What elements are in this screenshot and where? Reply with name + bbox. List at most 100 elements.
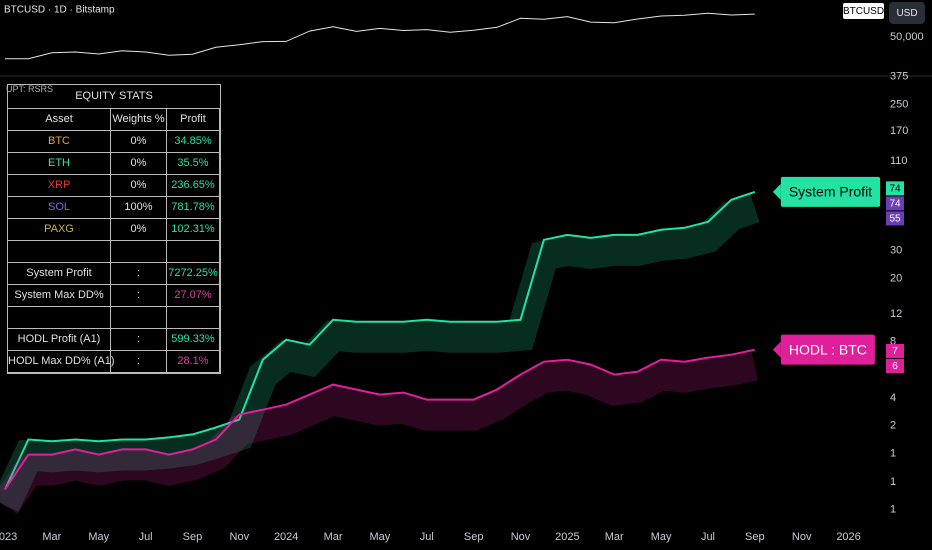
table-cell: : <box>111 263 167 285</box>
y-tick-label: 2 <box>890 420 896 432</box>
x-tick-label: 2023 <box>0 531 17 543</box>
equity-glow <box>0 351 758 514</box>
table-cell: 0% <box>111 131 167 153</box>
y-tick-label: 170 <box>890 125 908 137</box>
column-header: Profit <box>167 109 220 131</box>
table-cell: 0% <box>111 175 167 197</box>
table-cell: SOL <box>8 197 111 219</box>
x-tick-label: Jul <box>420 531 434 543</box>
x-tick-label: Sep <box>183 531 203 543</box>
table-cell: BTC <box>8 131 111 153</box>
table-cell: XRP <box>8 175 111 197</box>
x-tick-label: Sep <box>745 531 765 543</box>
symbol-badge-bg <box>843 3 884 19</box>
column-header: Asset <box>8 109 111 131</box>
table-cell: 34.85% <box>167 131 220 153</box>
y-tick-label: 1 <box>890 448 896 460</box>
blank-cell <box>8 307 111 329</box>
x-tick-label: May <box>651 531 672 543</box>
y-tick-label: 4 <box>890 392 896 404</box>
blank-cell <box>111 307 167 329</box>
y-tick-label: 50,000 <box>890 31 924 43</box>
column-header: Weights % <box>111 109 167 131</box>
x-tick-label: May <box>370 531 391 543</box>
table-cell: HODL Max DD% (A1) <box>8 351 115 373</box>
y-tick-label: 250 <box>890 98 908 110</box>
axis-badge-label: 74 <box>889 199 901 210</box>
table-title: EQUITY STATS <box>8 85 220 109</box>
x-tick-label: 2026 <box>836 531 860 543</box>
table-cell: 599.33% <box>167 329 220 351</box>
label-pointer <box>772 341 781 358</box>
x-tick-label: Mar <box>42 531 61 543</box>
table-cell: 100% <box>111 197 167 219</box>
x-tick-label: Nov <box>792 531 812 543</box>
table-cell: System Profit <box>8 263 111 285</box>
label-box <box>780 334 875 365</box>
x-tick-label: Jul <box>701 531 715 543</box>
y-tick-label: 30 <box>890 245 902 257</box>
x-tick-label: Mar <box>605 531 624 543</box>
equity-glow <box>0 193 760 512</box>
blank-cell <box>167 241 220 263</box>
axis-badge-label: 74 <box>889 184 901 195</box>
y-tick-label: 1 <box>890 504 896 516</box>
x-tick-label: Sep <box>464 531 484 543</box>
series-end-label: HODL : BTC <box>772 334 875 365</box>
table-cell: HODL Profit (A1) <box>8 329 111 351</box>
table-cell: : <box>111 285 167 307</box>
x-tick-label: Jul <box>139 531 153 543</box>
series-end-label: System Profit <box>772 176 881 207</box>
axis-badge-label: 6 <box>892 361 898 372</box>
axis-badge <box>886 181 904 196</box>
equity-line <box>4 190 756 490</box>
currency-button[interactable]: USD <box>896 8 917 19</box>
x-tick-label: Mar <box>324 531 343 543</box>
axis-badge <box>886 196 904 211</box>
axis-badge-label: 7 <box>892 346 898 357</box>
blank-cell <box>167 307 220 329</box>
table-cell: 781.78% <box>167 197 220 219</box>
blank-cell <box>8 241 111 263</box>
price-line <box>5 12 755 60</box>
series-name: System Profit <box>789 184 872 200</box>
blank-cell <box>111 241 167 263</box>
x-tick-label: 2024 <box>274 531 298 543</box>
table-cell: 0% <box>111 153 167 175</box>
indicator-label: UPT: RSRS <box>6 84 54 94</box>
y-tick-label: 12 <box>890 308 902 320</box>
table-cell: 0% <box>111 219 167 241</box>
axis-badge-label: 55 <box>889 214 901 225</box>
axis-badge <box>886 344 904 359</box>
table-cell: : <box>111 329 167 351</box>
y-tick-label: 375 <box>890 70 908 82</box>
currency-button-bg[interactable] <box>889 2 925 24</box>
equity-stats-table: EQUITY STATS Asset Weights % Profit BTC 0% 34.… <box>7 84 221 374</box>
series-name: HODL : BTC <box>789 341 867 357</box>
table-cell: 7272.25% <box>167 263 220 285</box>
y-tick-label: 8 <box>890 336 896 348</box>
table-cell: 28.1% <box>167 351 220 373</box>
x-tick-label: May <box>88 531 109 543</box>
y-tick-label: 1 <box>890 476 896 488</box>
table-cell: 35.5% <box>167 153 220 175</box>
symbol-badge: BTCUSD <box>843 6 884 17</box>
axis-badge <box>886 211 904 226</box>
y-tick-label: 110 <box>890 155 908 167</box>
symbol-info: BTCUSD · 1D · Bitstamp <box>4 5 115 16</box>
x-tick-label: Nov <box>511 531 531 543</box>
axis-badge <box>886 359 904 374</box>
table-cell: 27.07% <box>167 285 220 307</box>
label-pointer <box>772 183 781 200</box>
equity-line <box>4 348 756 491</box>
x-tick-label: 2025 <box>555 531 579 543</box>
label-box <box>780 176 881 207</box>
x-tick-label: Nov <box>230 531 250 543</box>
table-cell: System Max DD% <box>8 285 111 307</box>
y-tick-label: 20 <box>890 273 902 285</box>
table-cell: PAXG <box>8 219 111 241</box>
table-cell: ETH <box>8 153 111 175</box>
table-cell: 102.31% <box>167 219 220 241</box>
